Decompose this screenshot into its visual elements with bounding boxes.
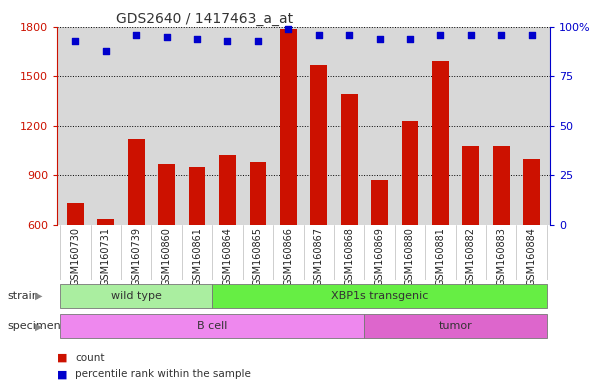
Bar [493, 146, 510, 225]
Point [344, 32, 354, 38]
Point [284, 26, 293, 32]
Text: ■: ■ [57, 353, 67, 363]
Bar [97, 219, 114, 225]
Point [132, 32, 141, 38]
Bar [128, 139, 145, 225]
Text: tumor: tumor [439, 321, 472, 331]
Point [527, 32, 537, 38]
Text: GDS2640 / 1417463_a_at: GDS2640 / 1417463_a_at [116, 12, 293, 26]
Point [162, 34, 171, 40]
Point [192, 36, 202, 42]
Bar [341, 94, 358, 225]
Bar [310, 65, 327, 225]
Bar [249, 162, 266, 225]
Text: wild type: wild type [111, 291, 162, 301]
Point [314, 32, 323, 38]
Bar [462, 146, 479, 225]
Bar [189, 167, 206, 225]
Text: XBP1s transgenic: XBP1s transgenic [331, 291, 429, 301]
Bar [364, 314, 547, 339]
Bar [60, 283, 212, 308]
Bar [158, 164, 175, 225]
Text: percentile rank within the sample: percentile rank within the sample [75, 369, 251, 379]
Text: strain: strain [7, 291, 39, 301]
Point [222, 38, 232, 44]
Point [101, 48, 111, 54]
Bar [67, 203, 84, 225]
Bar [371, 180, 388, 225]
Text: specimen: specimen [7, 321, 61, 331]
Point [70, 38, 80, 44]
Text: ▶: ▶ [35, 291, 42, 301]
Bar [212, 283, 547, 308]
Point [496, 32, 506, 38]
Bar [280, 28, 297, 225]
Point [405, 36, 415, 42]
Text: ■: ■ [57, 369, 67, 379]
Bar [60, 314, 364, 339]
Bar [401, 121, 418, 225]
Text: count: count [75, 353, 105, 363]
Text: B cell: B cell [197, 321, 227, 331]
Bar [523, 159, 540, 225]
Point [253, 38, 263, 44]
Point [375, 36, 385, 42]
Bar [219, 156, 236, 225]
Bar [432, 61, 449, 225]
Text: ▶: ▶ [35, 321, 42, 331]
Point [436, 32, 445, 38]
Point [466, 32, 475, 38]
